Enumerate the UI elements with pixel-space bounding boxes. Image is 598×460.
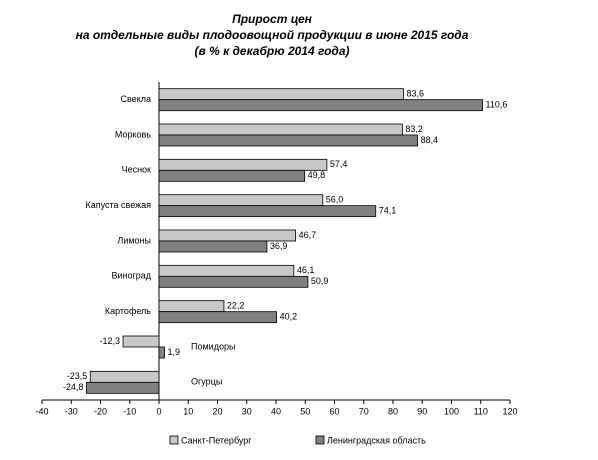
x-tick-label: 70	[359, 406, 369, 416]
bar	[122, 335, 160, 348]
value-label: 74,1	[379, 206, 397, 216]
x-tick-label: -30	[65, 406, 78, 416]
value-label: 1,9	[168, 347, 181, 357]
chart-title: (в % к декабрю 2014 года)	[194, 44, 349, 58]
category-label: Огурцы	[191, 377, 222, 387]
value-label: 22,2	[227, 301, 245, 311]
bar	[158, 123, 403, 136]
bar	[158, 240, 268, 253]
x-tick-label: 20	[212, 406, 222, 416]
bar	[158, 134, 418, 147]
category-label: Чеснок	[122, 165, 151, 175]
value-label: 46,1	[297, 265, 315, 275]
x-tick-label: 80	[388, 406, 398, 416]
x-tick-label: 120	[502, 406, 517, 416]
bar	[158, 88, 404, 101]
category-label: Капуста свежая	[85, 200, 151, 210]
value-label: 40,2	[280, 312, 298, 322]
category-label: Лимоны	[117, 235, 151, 245]
value-label: 49,8	[308, 170, 326, 180]
value-label: -12,3	[100, 336, 121, 346]
value-label: 50,9	[311, 276, 329, 286]
x-tick-label: -20	[94, 406, 107, 416]
bar	[158, 264, 295, 277]
category-label: Свекла	[121, 94, 151, 104]
x-tick-label: -40	[35, 406, 48, 416]
x-tick-label: 40	[271, 406, 281, 416]
x-tick-label: -10	[123, 406, 136, 416]
x-tick-label: 100	[444, 406, 459, 416]
value-label: 36,9	[270, 241, 288, 251]
x-tick-label: 50	[300, 406, 310, 416]
bar	[89, 370, 160, 383]
category-label: Морковь	[115, 129, 151, 139]
x-tick-label: 110	[474, 406, 488, 416]
legend-label: Ленинградская область	[327, 435, 426, 445]
value-label: 88,4	[421, 135, 439, 145]
x-tick-label: 90	[417, 406, 427, 416]
category-label: Картофель	[105, 306, 151, 316]
x-tick-label: 0	[156, 406, 161, 416]
value-label: -23,5	[67, 371, 88, 381]
category-label: Помидоры	[191, 341, 235, 351]
value-label: 83,6	[407, 89, 425, 99]
legend-label: Санкт-Петербург	[181, 435, 252, 445]
bar	[158, 158, 328, 171]
value-label: 110,6	[486, 100, 508, 110]
legend-swatch	[169, 435, 179, 445]
value-label: 57,4	[330, 159, 348, 169]
bar	[158, 346, 165, 359]
chart-title: на отдельные виды плодоовощной продукции…	[76, 28, 469, 42]
bar	[158, 311, 277, 324]
bar	[158, 275, 309, 288]
value-label: 83,2	[405, 124, 423, 134]
legend-swatch	[315, 435, 325, 445]
value-label: 46,7	[299, 230, 317, 240]
value-label: 56,0	[326, 195, 344, 205]
value-label: -24,8	[63, 382, 84, 392]
x-tick-label: 30	[242, 406, 252, 416]
bar	[158, 99, 483, 112]
x-tick-label: 60	[329, 406, 339, 416]
category-label: Виноград	[111, 271, 151, 281]
bar	[158, 194, 324, 207]
bar	[86, 381, 160, 394]
bar	[158, 300, 225, 313]
bar	[158, 169, 306, 182]
bar	[158, 205, 377, 218]
chart-title: Прирост цен	[232, 12, 313, 26]
x-tick-label: 10	[183, 406, 193, 416]
bar	[158, 229, 296, 242]
